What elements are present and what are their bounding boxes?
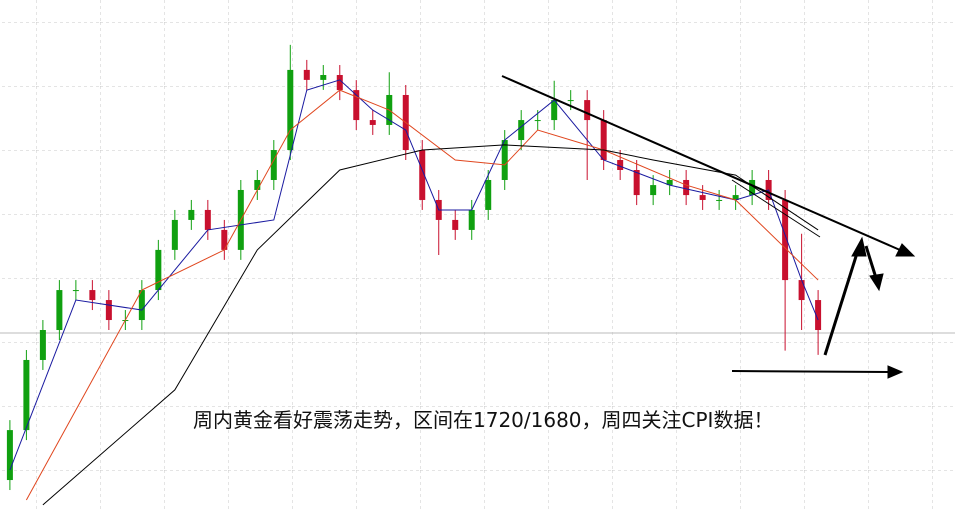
candle-body xyxy=(138,290,145,321)
candle-body xyxy=(287,69,294,151)
candle-body xyxy=(270,150,277,180)
candle-body xyxy=(320,75,327,80)
candle-body xyxy=(683,179,690,196)
candle-body xyxy=(468,209,475,230)
candle-body xyxy=(89,290,96,301)
candle-body xyxy=(56,290,63,331)
candle-body xyxy=(534,120,541,122)
candle-body xyxy=(815,300,822,331)
candle-body xyxy=(353,90,360,121)
candle-body xyxy=(600,120,607,161)
candle-body xyxy=(419,150,426,200)
candle-body xyxy=(584,100,591,121)
moving-average xyxy=(42,144,819,506)
candle-body xyxy=(782,199,789,281)
annotation: 周内黄金看好震荡走势，区间在1720/1680，周四关注CPI数据！ xyxy=(193,408,773,432)
candle-body xyxy=(171,219,178,250)
candle-body xyxy=(23,359,30,431)
candle-body xyxy=(303,69,310,80)
candle-body xyxy=(369,120,376,125)
candle-body xyxy=(72,290,79,292)
candle-body xyxy=(6,430,13,481)
candle-body xyxy=(716,199,723,201)
candle-body xyxy=(633,170,640,196)
candle-body xyxy=(567,100,574,102)
candle-body xyxy=(666,179,673,186)
moving-average xyxy=(25,89,819,501)
candle-body xyxy=(699,195,706,200)
candle-body xyxy=(518,120,525,141)
candle-body xyxy=(798,280,805,301)
trend-annotations xyxy=(501,75,916,379)
candle-body xyxy=(749,179,756,196)
plot xyxy=(6,44,822,506)
candle-body xyxy=(650,185,657,196)
candle-body xyxy=(732,195,739,200)
candle-body xyxy=(501,140,508,180)
candle-body xyxy=(221,229,228,250)
candle-body xyxy=(188,209,195,220)
candle-body xyxy=(336,75,343,91)
candle-body xyxy=(551,100,558,121)
candle-body xyxy=(39,330,46,360)
candle-body xyxy=(617,160,624,170)
candle-body xyxy=(155,249,162,291)
candle-body xyxy=(105,300,112,321)
candle-body xyxy=(485,179,492,210)
candle-body xyxy=(254,179,261,190)
candle-body xyxy=(204,209,211,230)
candle-body xyxy=(452,219,459,230)
